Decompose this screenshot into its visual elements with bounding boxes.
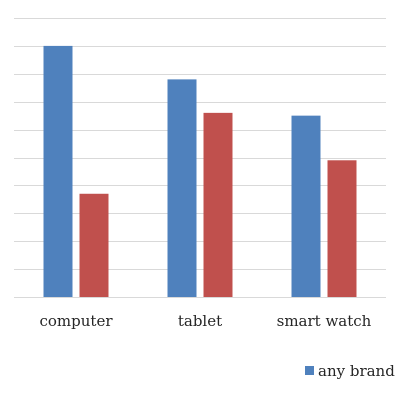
bar-tablet-series-1 <box>167 79 197 297</box>
bar-smart-watch-series-1 <box>291 115 321 298</box>
bar-computer-series-1 <box>43 45 73 298</box>
x-tick-label-computer: computer <box>40 312 114 330</box>
legend-label-any-brand: any brand <box>318 362 395 380</box>
bar-layer <box>43 45 357 298</box>
bar-tablet-series-2 <box>203 112 233 297</box>
bar-smart-watch-series-2 <box>327 160 357 297</box>
legend: any brand <box>305 362 395 380</box>
x-tick-label-tablet: tablet <box>178 312 222 330</box>
grid-layer <box>14 18 386 298</box>
legend-swatch-any-brand <box>305 366 314 375</box>
bar-computer-series-2 <box>79 193 109 297</box>
x-tick-labels: computer tablet smart watch <box>40 312 372 330</box>
x-tick-label-smart-watch: smart watch <box>277 312 372 330</box>
